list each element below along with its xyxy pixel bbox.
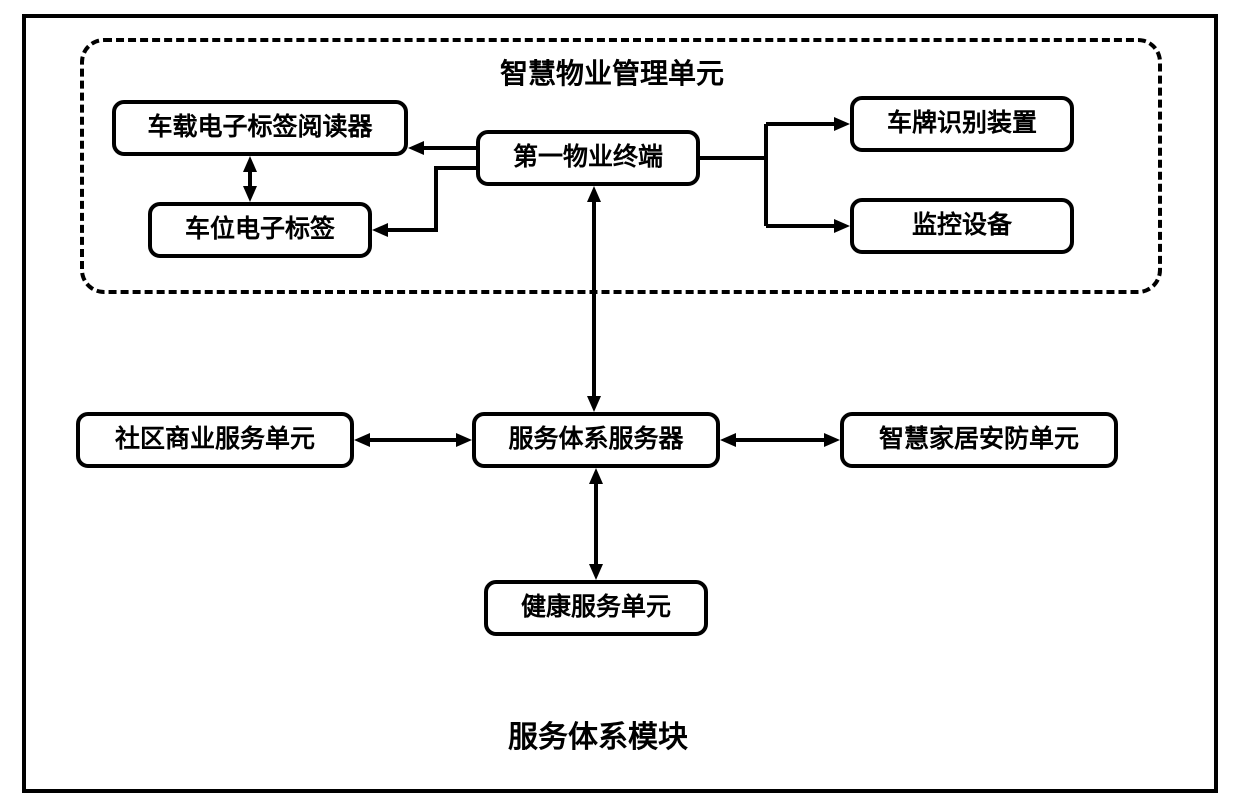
node-plate-rec: 车牌识别装置: [850, 96, 1074, 152]
node-label: 车牌识别装置: [887, 110, 1037, 138]
node-parking-tag: 车位电子标签: [148, 202, 372, 258]
node-label: 车载电子标签阅读器: [147, 114, 372, 142]
bottom-label: 服务体系模块: [508, 712, 688, 756]
node-first-terminal: 第一物业终端: [476, 130, 700, 186]
node-tag-reader: 车载电子标签阅读器: [112, 100, 408, 156]
node-label: 社区商业服务单元: [115, 426, 315, 454]
node-health-unit: 健康服务单元: [484, 580, 708, 636]
dashed-container-title: 智慧物业管理单元: [500, 52, 724, 92]
node-monitor: 监控设备: [850, 198, 1074, 254]
node-server: 服务体系服务器: [472, 412, 720, 468]
node-security-unit: 智慧家居安防单元: [840, 412, 1118, 468]
node-biz-unit: 社区商业服务单元: [76, 412, 354, 468]
node-label: 监控设备: [912, 212, 1012, 240]
node-label: 车位电子标签: [185, 216, 335, 244]
node-label: 第一物业终端: [513, 144, 663, 172]
node-label: 智慧家居安防单元: [879, 426, 1079, 454]
diagram-canvas: 智慧物业管理单元 车载电子标签阅读器 车位电子标签 第一物业终端 车牌识别装置 …: [0, 0, 1240, 804]
node-label: 服务体系服务器: [508, 426, 683, 454]
node-label: 健康服务单元: [521, 594, 671, 622]
